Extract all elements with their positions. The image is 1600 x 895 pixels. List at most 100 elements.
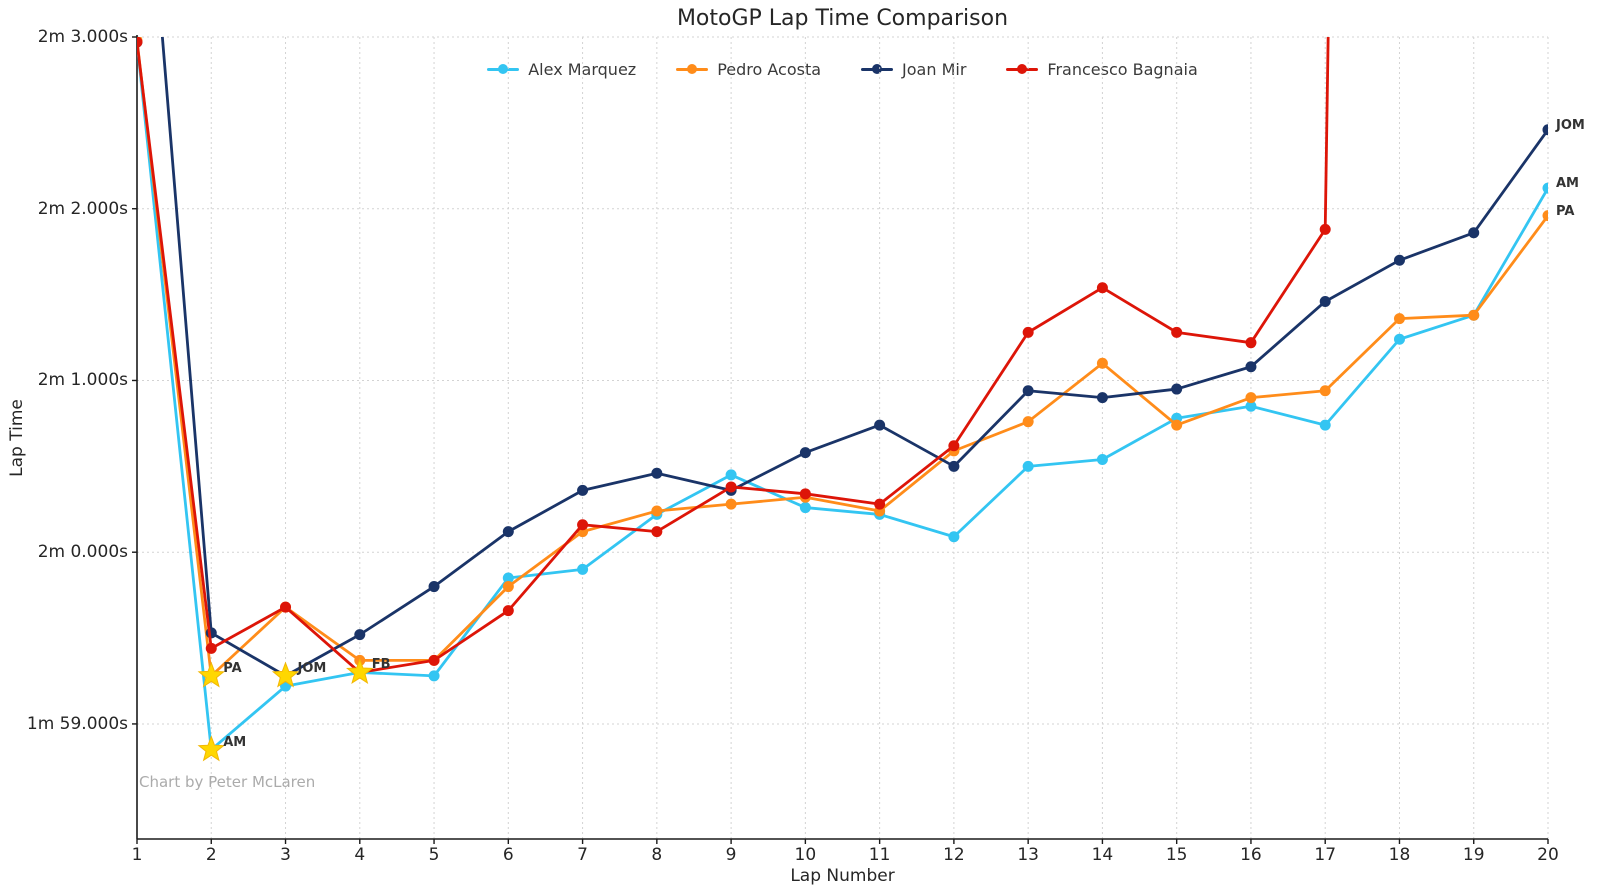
y-tick-label: 2m 1.000s — [37, 370, 128, 391]
y-axis-title: Lap Time — [7, 399, 27, 477]
data-point — [1542, 124, 1548, 136]
data-point — [502, 581, 514, 593]
x-tick-label: 8 — [651, 845, 663, 865]
data-point — [502, 526, 514, 538]
x-tick-label: 13 — [1017, 845, 1039, 865]
data-point — [1022, 416, 1034, 428]
data-point — [577, 563, 589, 575]
data-point — [1468, 227, 1480, 239]
data-point — [651, 505, 663, 517]
data-point — [577, 484, 589, 496]
data-point — [1393, 313, 1405, 325]
data-point — [1022, 385, 1034, 397]
x-tick-label: 14 — [1091, 845, 1114, 865]
x-tick-label: 9 — [725, 845, 737, 865]
data-point — [651, 526, 663, 538]
x-axis-title: Lap Number — [790, 866, 895, 886]
x-tick-label: 19 — [1462, 845, 1485, 865]
data-point — [948, 440, 960, 452]
fastest-lap-label-jom: JOM — [297, 660, 327, 676]
x-tick-label: 15 — [1165, 845, 1188, 865]
data-point — [1245, 392, 1257, 404]
series-line — [137, 40, 1548, 678]
data-point — [1171, 419, 1183, 431]
off-scale-segment — [1323, 37, 1330, 230]
data-point — [799, 488, 811, 500]
data-point — [651, 467, 663, 479]
x-tick-label: 11 — [868, 845, 891, 865]
legend-marker-icon — [676, 63, 709, 75]
data-point — [428, 654, 440, 666]
series-line — [137, 42, 1548, 752]
legend-marker-icon — [487, 63, 520, 75]
data-point — [428, 581, 440, 593]
x-tick-label: 3 — [280, 845, 291, 865]
x-tick-label: 2 — [205, 845, 217, 865]
data-point — [205, 627, 217, 639]
x-tick-label: 20 — [1537, 845, 1559, 865]
legend-item-joan-mir: Joan Mir — [861, 60, 966, 79]
series-pedro-acosta — [137, 37, 1548, 682]
data-point — [1022, 460, 1034, 472]
data-point — [874, 498, 886, 510]
series-joan-mir — [160, 37, 1548, 682]
data-point — [1319, 223, 1331, 235]
data-point — [1468, 309, 1480, 321]
data-point — [1096, 282, 1108, 294]
legend-marker-icon — [861, 63, 894, 75]
data-point — [725, 498, 737, 510]
fastest-lap-label-pa: PA — [223, 660, 242, 676]
star-marker-am — [197, 735, 225, 762]
data-point — [1096, 453, 1108, 465]
y-tick-label: 2m 2.000s — [37, 198, 128, 219]
series-alex-marquez — [137, 37, 1548, 756]
x-tick-label: 4 — [354, 845, 366, 865]
x-tick-label: 6 — [502, 845, 514, 865]
data-point — [1022, 326, 1034, 338]
data-point — [725, 481, 737, 493]
x-tick-label: 16 — [1240, 845, 1262, 865]
data-point — [428, 670, 440, 682]
star-marker-pa — [197, 661, 225, 688]
y-tick-label: 2m 0.000s — [37, 542, 128, 563]
x-tick-label: 12 — [943, 845, 965, 865]
data-point — [1245, 361, 1257, 373]
data-point — [948, 460, 960, 472]
credit-text: Chart by Peter McLaren — [139, 773, 316, 791]
x-tick-label: 5 — [428, 845, 440, 865]
legend-item-francesco-bagnaia: Francesco Bagnaia — [1006, 59, 1198, 79]
data-point — [1171, 326, 1183, 338]
axes-spines — [136, 35, 1548, 840]
data-point — [1245, 400, 1257, 412]
data-point — [1319, 295, 1331, 307]
data-point — [1393, 254, 1405, 266]
data-point — [577, 519, 589, 531]
data-point — [1542, 210, 1548, 222]
legend: Alex Marquez Pedro Acosta Joan Mir Francesc… — [137, 56, 1548, 82]
data-point — [1245, 337, 1257, 349]
legend-marker-icon — [1006, 63, 1039, 75]
data-point — [725, 469, 737, 481]
series-end-label-pa: PA — [1556, 203, 1575, 219]
data-point — [502, 605, 514, 617]
x-tick-label: 10 — [794, 845, 817, 865]
y-tick-label: 1m 59.000s — [26, 713, 128, 734]
data-point — [799, 447, 811, 459]
x-tick-label: 18 — [1388, 845, 1411, 865]
x-tick-label: 17 — [1314, 845, 1337, 865]
data-point — [502, 572, 514, 584]
star-marker-fb — [346, 657, 374, 685]
data-point — [205, 642, 217, 654]
legend-label: Francesco Bagnaia — [1047, 59, 1198, 79]
series-end-label-am: AM — [1556, 176, 1579, 192]
y-tick-label: 2m 3.000s — [37, 27, 128, 47]
x-tick-label: 1 — [131, 845, 143, 865]
legend-item-pedro-acosta: Pedro Acosta — [676, 60, 821, 79]
x-tick-label: 7 — [577, 845, 588, 865]
data-point — [948, 531, 960, 543]
data-point — [280, 601, 292, 613]
data-point — [1319, 385, 1331, 397]
chart-title: MotoGP Lap Time Comparison — [676, 6, 1009, 31]
fastest-lap-stars — [197, 657, 374, 762]
data-point — [1319, 419, 1331, 431]
